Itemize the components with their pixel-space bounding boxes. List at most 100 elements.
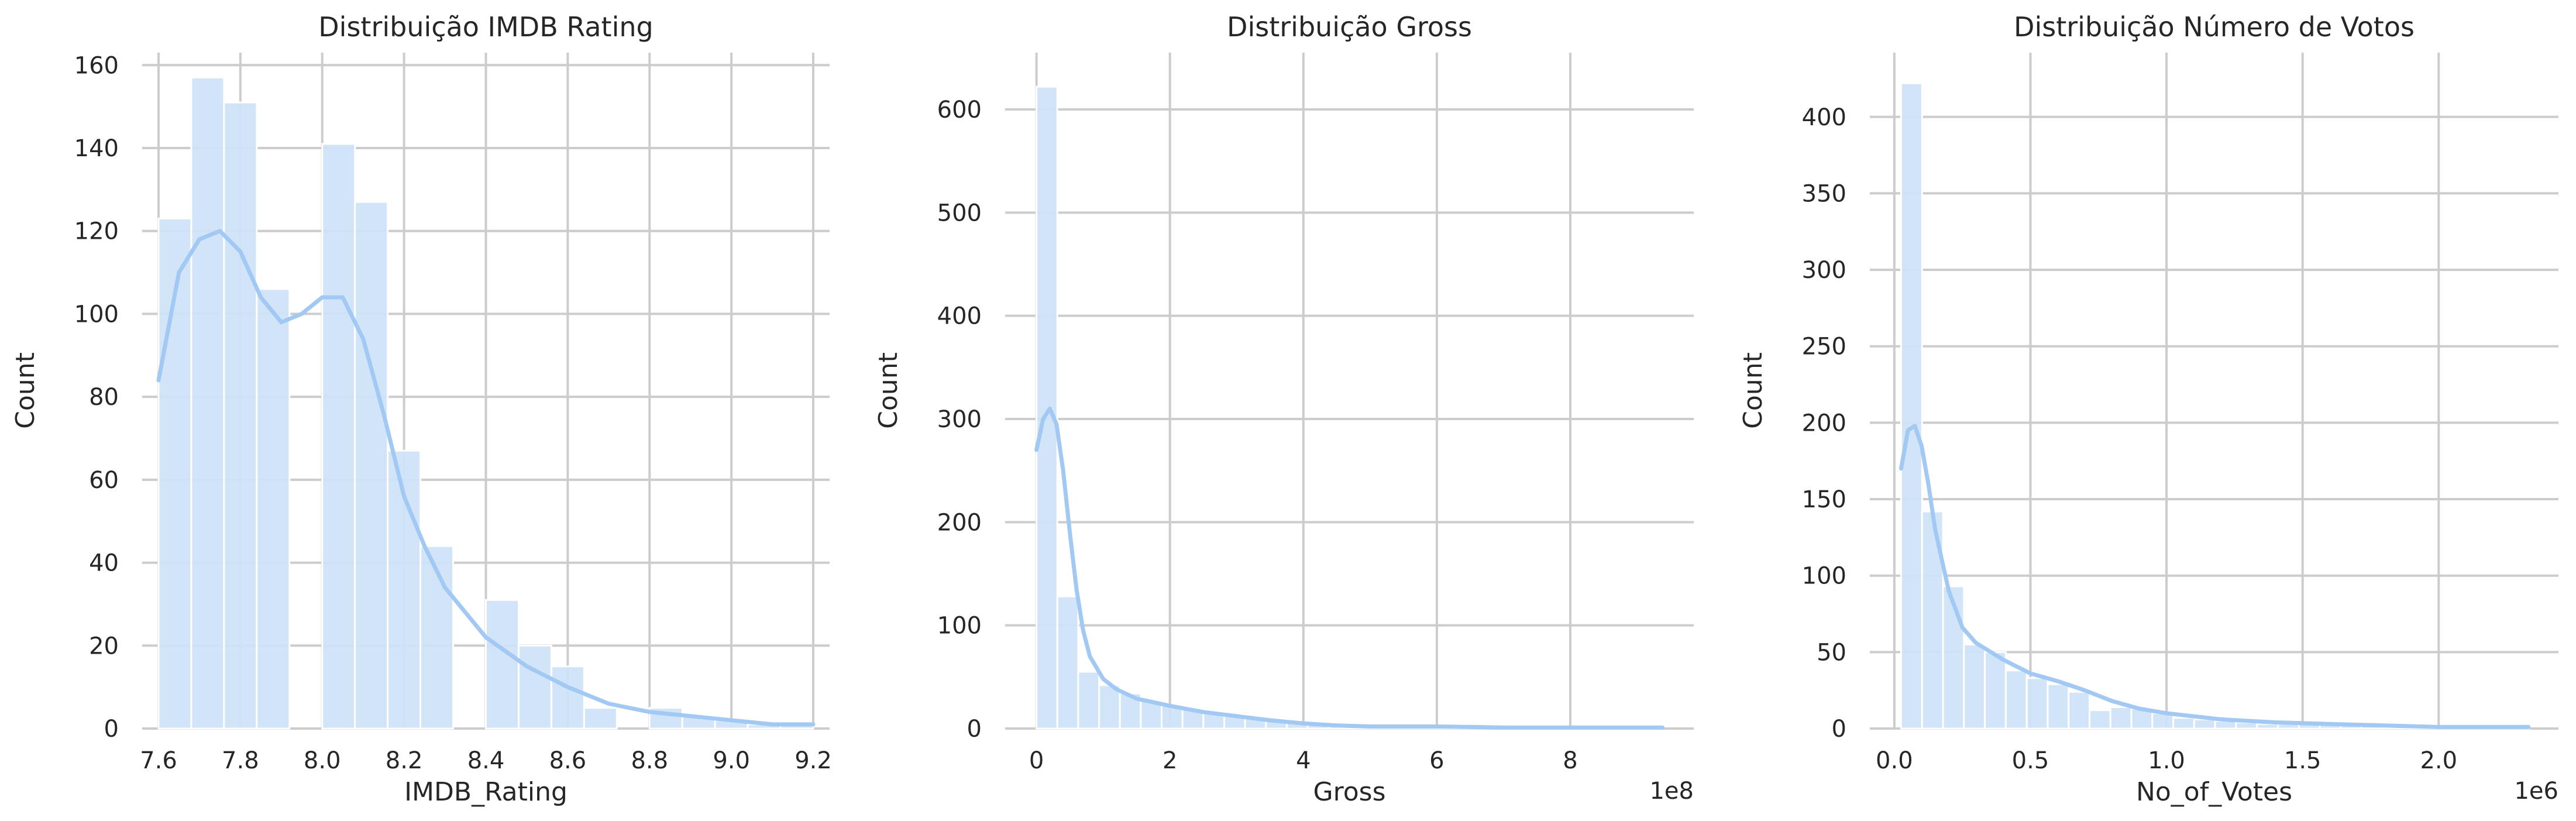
- y-axis-label: Count: [1738, 352, 1768, 429]
- x-tick-label: 7.6: [140, 747, 177, 774]
- y-tick-label: 160: [74, 52, 119, 79]
- x-tick-label: 8.0: [304, 747, 341, 774]
- y-tick-label: 600: [937, 97, 982, 123]
- y-tick-label: 400: [1802, 104, 1846, 131]
- histogram-bar: [1077, 671, 1100, 730]
- y-tick-label: 120: [74, 218, 119, 245]
- histogram-bar: [2047, 683, 2070, 730]
- histogram-bar: [223, 101, 258, 730]
- y-tick-label: 50: [1817, 639, 1846, 666]
- kde-curve: [1034, 406, 1664, 730]
- x-axis-label: No_of_Votes: [2136, 777, 2292, 807]
- x-tick-label: 7.8: [222, 747, 259, 774]
- x-tick-label: 2: [1163, 747, 1177, 774]
- grid: [1005, 53, 1694, 730]
- histogram-bar: [583, 707, 618, 730]
- x-tick-label: 0: [1029, 747, 1044, 774]
- histogram-bar: [1098, 684, 1121, 730]
- x-tick-labels: 0.0 0.5 1.0 1.5 2.0: [1876, 747, 2457, 774]
- histogram-bar: [550, 665, 585, 730]
- y-tick-label: 200: [1802, 410, 1846, 437]
- y-tick-label: 60: [89, 467, 119, 494]
- y-tick-labels: 0 100 200 300 400 500 600: [937, 97, 982, 743]
- y-tick-label: 100: [937, 613, 982, 640]
- histogram-bar: [2172, 717, 2195, 730]
- histogram-bars: [1036, 85, 1663, 730]
- x-tick-label: 0.5: [2012, 747, 2049, 774]
- histogram-bar: [2088, 709, 2111, 730]
- chart-panel-3: 0 50 100 150 200 250 300 350 400 0.0 0.5 1.0 1.5 2.0 D…: [1738, 11, 2558, 807]
- histogram-bar: [1900, 82, 1923, 730]
- x-tick-label: 4: [1296, 747, 1311, 774]
- kde-curve: [156, 229, 816, 727]
- axis-offset-text: 1e8: [1649, 778, 1694, 805]
- x-tick-label: 0.0: [1876, 747, 1913, 774]
- histogram-bar: [485, 599, 520, 730]
- chart-title: Distribuição IMDB Rating: [318, 11, 653, 43]
- histogram-bar: [2025, 677, 2049, 730]
- histogram-bar: [2004, 669, 2028, 730]
- x-tick-labels: 7.6 7.8 8.0 8.2 8.4 8.6 8.8 9.0 9.2: [140, 747, 832, 774]
- x-tick-label: 6: [1429, 747, 1444, 774]
- y-tick-label: 0: [967, 716, 982, 743]
- histogram-bars: [1900, 82, 2530, 730]
- x-tick-label: 9.0: [713, 747, 750, 774]
- chart-title: Distribuição Gross: [1227, 11, 1472, 43]
- histogram-bar: [1036, 85, 1058, 730]
- y-tick-label: 150: [1802, 486, 1846, 513]
- y-tick-label: 20: [89, 633, 119, 659]
- y-tick-label: 100: [1802, 563, 1846, 590]
- y-tick-label: 400: [937, 303, 982, 330]
- x-tick-label: 8.8: [631, 747, 668, 774]
- chart-panel-2: 0 100 200 300 400 500 600 0 2 4 6 8 Distribuição Gro…: [873, 11, 1694, 807]
- histogram-bar: [2109, 706, 2133, 730]
- y-tick-label: 200: [937, 509, 982, 536]
- x-tick-label: 8: [1563, 747, 1577, 774]
- y-axis-label: Count: [873, 352, 903, 429]
- chart-panel-1: 0 20 40 60 80 100 120 140 160 7.6 7.8 8.0 8.2 8.4 8.6 8…: [11, 11, 832, 807]
- histogram-bar: [2068, 691, 2090, 730]
- x-tick-label: 1.5: [2284, 747, 2322, 774]
- x-tick-label: 9.2: [795, 747, 832, 774]
- chart-title: Distribuição Número de Votos: [2014, 11, 2415, 43]
- y-tick-label: 300: [937, 406, 982, 433]
- y-tick-label: 350: [1802, 180, 1846, 207]
- histogram-bar: [354, 201, 389, 730]
- histogram-bar: [1942, 585, 1965, 730]
- histogram-bar: [1984, 651, 2007, 730]
- histogram-bar: [2193, 718, 2216, 730]
- histogram-bar: [1963, 643, 1986, 730]
- histogram-bar: [2235, 722, 2258, 730]
- histogram-bar: [517, 644, 552, 730]
- kde-curve: [1899, 424, 2531, 729]
- y-tick-label: 500: [937, 200, 982, 226]
- x-tick-label: 8.2: [386, 747, 423, 774]
- grid: [1870, 53, 2558, 730]
- y-tick-labels: 0 50 100 150 200 250 300 350 400: [1802, 104, 1846, 743]
- x-tick-label: 1.0: [2148, 747, 2185, 774]
- y-tick-label: 250: [1802, 334, 1846, 360]
- x-tick-labels: 0 2 4 6 8: [1029, 747, 1578, 774]
- histogram-bars: [157, 77, 814, 730]
- x-axis-label: Gross: [1313, 777, 1386, 807]
- histogram-bar: [256, 288, 291, 730]
- histogram-bar: [321, 143, 356, 730]
- y-tick-label: 300: [1802, 257, 1846, 284]
- x-tick-label: 2.0: [2420, 747, 2457, 774]
- y-tick-label: 140: [74, 135, 119, 162]
- y-tick-label: 80: [89, 384, 119, 411]
- y-tick-label: 0: [1832, 716, 1846, 743]
- x-tick-label: 8.6: [549, 747, 587, 774]
- histogram-bar: [419, 545, 455, 730]
- x-tick-label: 8.4: [467, 747, 505, 774]
- histogram-bar: [1056, 595, 1079, 730]
- histogram-bar: [2256, 723, 2279, 730]
- y-axis-label: Count: [11, 352, 40, 429]
- axis-offset-text: 1e6: [2514, 778, 2558, 805]
- y-tick-labels: 0 20 40 60 80 100 120 140 160: [74, 52, 119, 743]
- histogram-bar: [190, 77, 225, 730]
- x-axis-label: IMDB_Rating: [404, 777, 568, 807]
- y-tick-label: 40: [89, 550, 119, 577]
- y-tick-label: 0: [104, 716, 119, 743]
